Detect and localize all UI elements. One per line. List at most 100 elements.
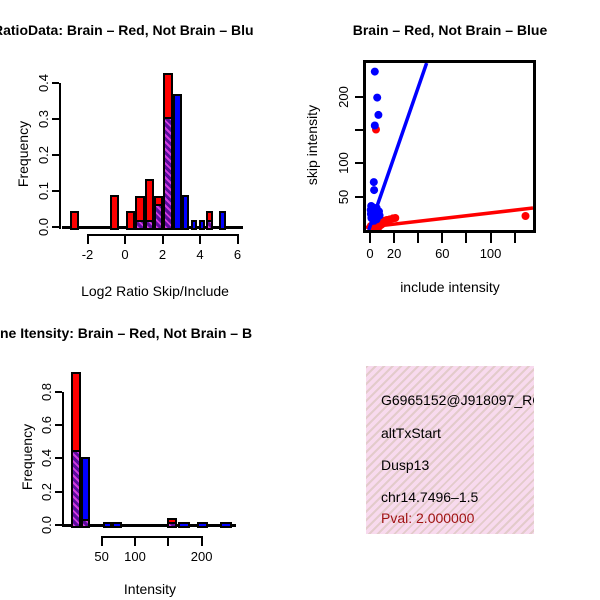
panel-scatter-title-clip: Brain – Red, Not Brain – Blue	[300, 22, 600, 42]
hist-bar-overlap	[71, 450, 81, 528]
y-tick	[355, 95, 363, 98]
x-tick-label: 0	[366, 246, 374, 261]
x-tick-label: 200	[190, 549, 213, 564]
y-tick	[55, 524, 62, 526]
y-tick	[52, 118, 59, 121]
x-tick-label: -2	[81, 247, 94, 262]
data-point	[370, 67, 379, 76]
hist-bar-blue	[220, 521, 232, 528]
x-tick	[236, 234, 239, 244]
hist-baseline	[64, 524, 236, 527]
data-point	[370, 121, 379, 130]
y-tick-label: 0.4	[36, 74, 51, 93]
info-line-4: Pval: 2.000000	[381, 510, 475, 526]
x-tick	[393, 233, 396, 243]
x-tick	[167, 536, 170, 546]
hist-intensity-xlabel: Intensity	[123, 581, 177, 597]
hist-bar-blue	[218, 210, 226, 230]
data-point	[373, 93, 382, 102]
y-tick	[355, 195, 363, 198]
x-tick-label: 6	[233, 247, 242, 262]
hist-bar-red	[69, 210, 80, 230]
hist-bar-overlap	[163, 117, 173, 230]
x-tick-label: 100	[124, 549, 146, 564]
y-tick	[52, 82, 59, 85]
info-line-2: Dusp13	[381, 457, 430, 473]
y-tick	[55, 457, 62, 460]
y-tick	[52, 226, 59, 228]
panel-hist-ratio-title-clip: RatioData: Brain – Red, Not Brain – Blu	[0, 22, 300, 42]
x-tick-label: 50	[94, 549, 109, 564]
data-point	[369, 178, 378, 187]
y-tick	[52, 154, 59, 157]
y-tick-label: 200	[336, 86, 351, 108]
x-tick	[489, 233, 492, 243]
scatter-ylabel: skip intensity	[304, 104, 320, 186]
x-tick	[513, 233, 516, 243]
regression-line	[367, 63, 429, 230]
hist-bar-blue	[190, 219, 197, 230]
x-tick	[199, 234, 201, 244]
x-tick	[100, 536, 103, 546]
hist-bar-blue	[182, 194, 189, 230]
hist-bar-blue	[102, 521, 112, 528]
hist-bar-blue	[81, 456, 91, 528]
x-tick	[124, 234, 126, 244]
x-tick	[441, 233, 444, 243]
y-tick	[52, 190, 59, 193]
regression-line	[366, 206, 533, 230]
x-tick-label: 2	[158, 247, 167, 262]
data-point	[521, 212, 530, 220]
hist-ratio-xlabel: Log2 Ratio Skip/Include	[81, 283, 229, 299]
y-axis-line	[59, 83, 61, 229]
hist-bar-blue	[197, 521, 209, 528]
hist-bar-overlap	[167, 521, 177, 528]
y-tick	[55, 424, 62, 426]
hist-intensity-title: ne Itensity: Brain – Red, Not Brain – B	[0, 325, 253, 341]
y-tick	[355, 129, 363, 132]
hist-bar-red	[110, 194, 120, 230]
hist-bar-overlap	[154, 203, 164, 230]
hist-ratio-ylabel: Frequency	[15, 120, 31, 188]
hist-bar-overlap	[206, 219, 214, 230]
x-tick	[134, 536, 136, 546]
x-tick	[200, 536, 203, 546]
data-point	[391, 214, 400, 222]
x-tick-label: 0	[121, 247, 129, 262]
hist-ratio-title: RatioData: Brain – Red, Not Brain – Blu	[0, 22, 254, 38]
hist-bar-overlap	[135, 219, 145, 230]
x-tick	[368, 233, 371, 243]
scatter-canvas	[366, 63, 533, 230]
hist-bar-blue	[172, 94, 183, 230]
y-tick	[55, 490, 62, 493]
info-line-1: altTxStart	[381, 425, 441, 441]
info-line-0: G6965152@J918097_RC	[381, 392, 534, 408]
hist-bar-overlap	[144, 219, 155, 230]
hist-intensity-ylabel: Frequency	[19, 423, 35, 491]
x-tick	[417, 233, 420, 243]
x-tick-label: 20	[386, 246, 402, 261]
x-tick	[86, 234, 89, 244]
hist-bar-blue	[198, 219, 205, 230]
y-tick	[355, 162, 363, 165]
x-tick-label: 60	[435, 246, 450, 261]
x-axis-line	[100, 536, 203, 538]
y-tick-label: 0.8	[39, 382, 54, 401]
data-point	[370, 186, 379, 195]
scatter-xlabel: include intensity	[400, 279, 500, 295]
y-axis-line	[62, 391, 64, 527]
scatter-title: Brain – Red, Not Brain – Blue	[352, 22, 548, 38]
panel-hist-intensity-title-clip: ne Itensity: Brain – Red, Not Brain – B	[0, 325, 300, 345]
x-tick-label: 100	[479, 246, 502, 261]
data-point	[374, 110, 383, 119]
y-tick	[55, 390, 62, 393]
info-box: G6965152@J918097_RC altTxStart Dusp13 chr14…	[366, 366, 534, 534]
plot-box	[363, 60, 536, 233]
hist-bar-red	[125, 210, 136, 230]
x-tick	[161, 234, 164, 244]
x-tick-label: 4	[196, 247, 204, 262]
hist-bar-blue	[112, 521, 122, 528]
hist-bar-overlap	[81, 519, 91, 528]
hist-bar-blue	[178, 521, 190, 528]
